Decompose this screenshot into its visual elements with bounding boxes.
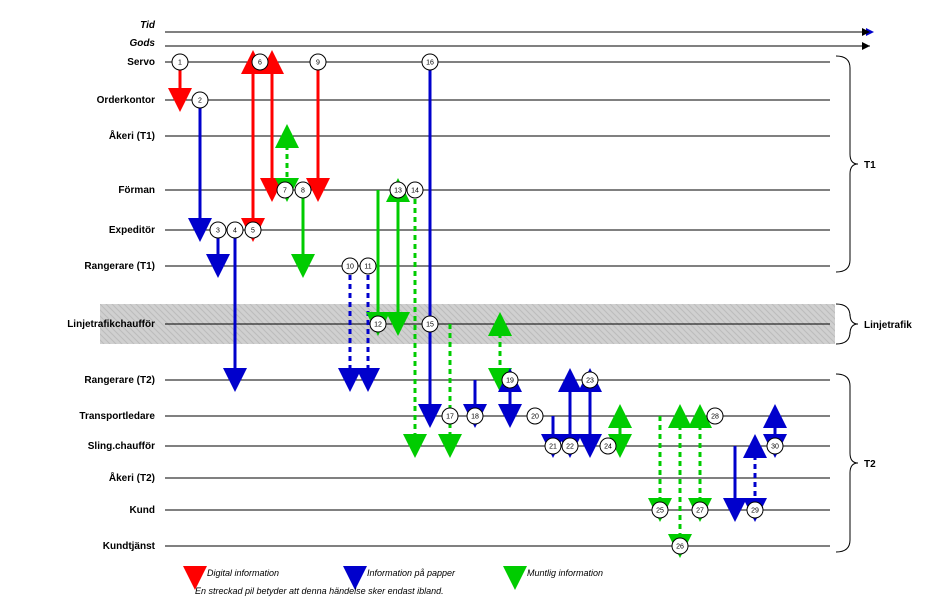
event-num-26: 26: [676, 543, 684, 550]
event-num-29: 29: [751, 507, 759, 514]
process-diagram: Tid Gods Servo Orderkontor Åkeri (T1) Förman E…: [0, 0, 945, 616]
event-num-22: 22: [566, 443, 574, 450]
legend-green-label: Muntlig information: [527, 568, 603, 578]
brace-t2: [836, 374, 858, 552]
event-num-17: 17: [446, 413, 454, 420]
group-label-t2: T2: [864, 459, 876, 470]
lane-label-servo: Servo: [127, 57, 155, 68]
brace-linje: [836, 304, 858, 344]
legend-red-label: Digital information: [207, 568, 279, 578]
event-num-21: 21: [549, 443, 557, 450]
event-num-11: 11: [364, 263, 371, 270]
goods-label: Gods: [129, 38, 155, 49]
lane-label-forman: Förman: [118, 185, 155, 196]
event-num-4: 4: [233, 227, 237, 234]
lane-label-akeri_t1: Åkeri (T1): [109, 129, 155, 142]
event-num-30: 30: [771, 443, 779, 450]
event-num-19: 19: [506, 377, 514, 384]
event-num-5: 5: [251, 227, 255, 234]
lane-label-expeditor: Expeditör: [109, 225, 155, 236]
legend-footnote: En streckad pil betyder att denna händel…: [195, 586, 444, 596]
event-num-12: 12: [374, 321, 382, 328]
event-num-2: 2: [198, 97, 202, 104]
lane-label-rangerare_t1: Rangerare (T1): [84, 261, 155, 272]
time-label: Tid: [140, 20, 156, 31]
event-num-6: 6: [258, 59, 262, 66]
lane-label-orderkontor: Orderkontor: [97, 95, 155, 106]
legend-blue-label: Information på papper: [367, 568, 456, 578]
lane-label-kund: Kund: [129, 505, 155, 516]
lane-label-linjechauffor: Linjetrafikchaufför: [67, 319, 155, 330]
lane-label-transportledare: Transportledare: [79, 411, 155, 422]
event-num-20: 20: [531, 413, 539, 420]
event-num-28: 28: [711, 413, 719, 420]
event-num-13: 13: [394, 187, 402, 194]
event-num-14: 14: [411, 187, 419, 194]
event-num-25: 25: [656, 507, 664, 514]
event-num-8: 8: [301, 187, 305, 194]
event-num-3: 3: [216, 227, 220, 234]
event-num-16: 16: [426, 59, 434, 66]
event-num-27: 27: [696, 507, 704, 514]
event-num-15: 15: [426, 321, 434, 328]
event-num-1: 1: [178, 59, 182, 66]
event-num-7: 7: [283, 187, 287, 194]
lane-label-akeri_t2: Åkeri (T2): [109, 471, 155, 484]
event-num-23: 23: [586, 377, 594, 384]
event-num-18: 18: [471, 413, 479, 420]
lane-label-rangerare_t2: Rangerare (T2): [84, 375, 155, 386]
event-num-10: 10: [346, 263, 354, 270]
brace-t1: [836, 56, 858, 272]
lane-label-slingchauffor: Sling.chaufför: [88, 441, 155, 452]
event-num-24: 24: [604, 443, 612, 450]
group-label-linje: Linjetrafik: [864, 320, 912, 331]
group-label-t1: T1: [864, 160, 876, 171]
lane-label-kundtjanst: Kundtjänst: [103, 541, 156, 552]
event-num-9: 9: [316, 59, 320, 66]
